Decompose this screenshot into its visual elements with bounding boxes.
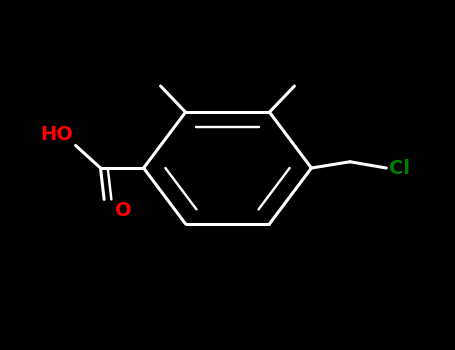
Text: O: O bbox=[115, 201, 131, 220]
Text: Cl: Cl bbox=[389, 159, 410, 177]
Text: HO: HO bbox=[40, 125, 73, 144]
